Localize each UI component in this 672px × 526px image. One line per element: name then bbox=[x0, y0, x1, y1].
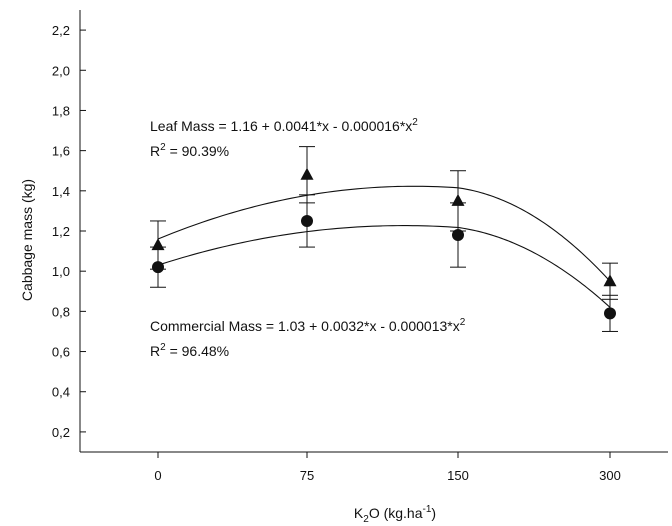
y-tick-label: 0,2 bbox=[52, 425, 70, 440]
y-tick-label: 1,6 bbox=[52, 144, 70, 159]
commercial-mass-point bbox=[604, 307, 616, 320]
x-axis-title: K2O (kg.ha-1) bbox=[354, 504, 436, 525]
commercial-mass-point bbox=[301, 214, 313, 227]
leaf-mass-fit-curve bbox=[157, 185, 611, 282]
error-bars bbox=[150, 146, 618, 332]
leaf-r2: R2 = 90.39% bbox=[150, 142, 229, 159]
x-tick-label: 150 bbox=[447, 468, 469, 483]
commercial-mass-fit-curve bbox=[157, 225, 611, 308]
x-tick-label: 0 bbox=[154, 468, 161, 483]
x-tick-label: 300 bbox=[599, 468, 621, 483]
y-axis-title: Cabbage mass (kg) bbox=[19, 179, 35, 301]
y-tick-label: 1,2 bbox=[52, 224, 70, 239]
leaf-mass-point bbox=[451, 193, 465, 206]
y-tick-label: 2,2 bbox=[52, 23, 70, 38]
leaf-mass-point bbox=[603, 274, 617, 287]
leaf-mass-point bbox=[151, 238, 165, 251]
leaf-mass-point bbox=[300, 167, 314, 180]
fit-curves bbox=[157, 185, 611, 308]
y-tick-label: 2,0 bbox=[52, 63, 70, 78]
y-tick-label: 0,4 bbox=[52, 385, 70, 400]
axes bbox=[79, 10, 668, 453]
y-tick-label: 1,8 bbox=[52, 103, 70, 118]
leaf-equation: Leaf Mass = 1.16 + 0.0041*x - 0.000016*x… bbox=[150, 117, 418, 134]
tick-marks: 0,2 0,4 0,6 0,8 1,0 1,2 1,4 1,6 1,8 2,0 2,2 0 75 150 3… bbox=[52, 23, 621, 483]
commercial-equation: Commercial Mass = 1.03 + 0.0032*x - 0.00… bbox=[150, 317, 466, 334]
y-tick-label: 0,8 bbox=[52, 304, 70, 319]
y-tick-label: 1,4 bbox=[52, 184, 70, 199]
commercial-mass-point bbox=[452, 229, 464, 242]
commercial-mass-point bbox=[152, 261, 164, 274]
y-tick-label: 0,6 bbox=[52, 345, 70, 360]
x-tick-label: 75 bbox=[300, 468, 314, 483]
y-tick-label: 1,0 bbox=[52, 264, 70, 279]
commercial-r2: R2 = 96.48% bbox=[150, 342, 229, 359]
data-points bbox=[151, 167, 617, 320]
